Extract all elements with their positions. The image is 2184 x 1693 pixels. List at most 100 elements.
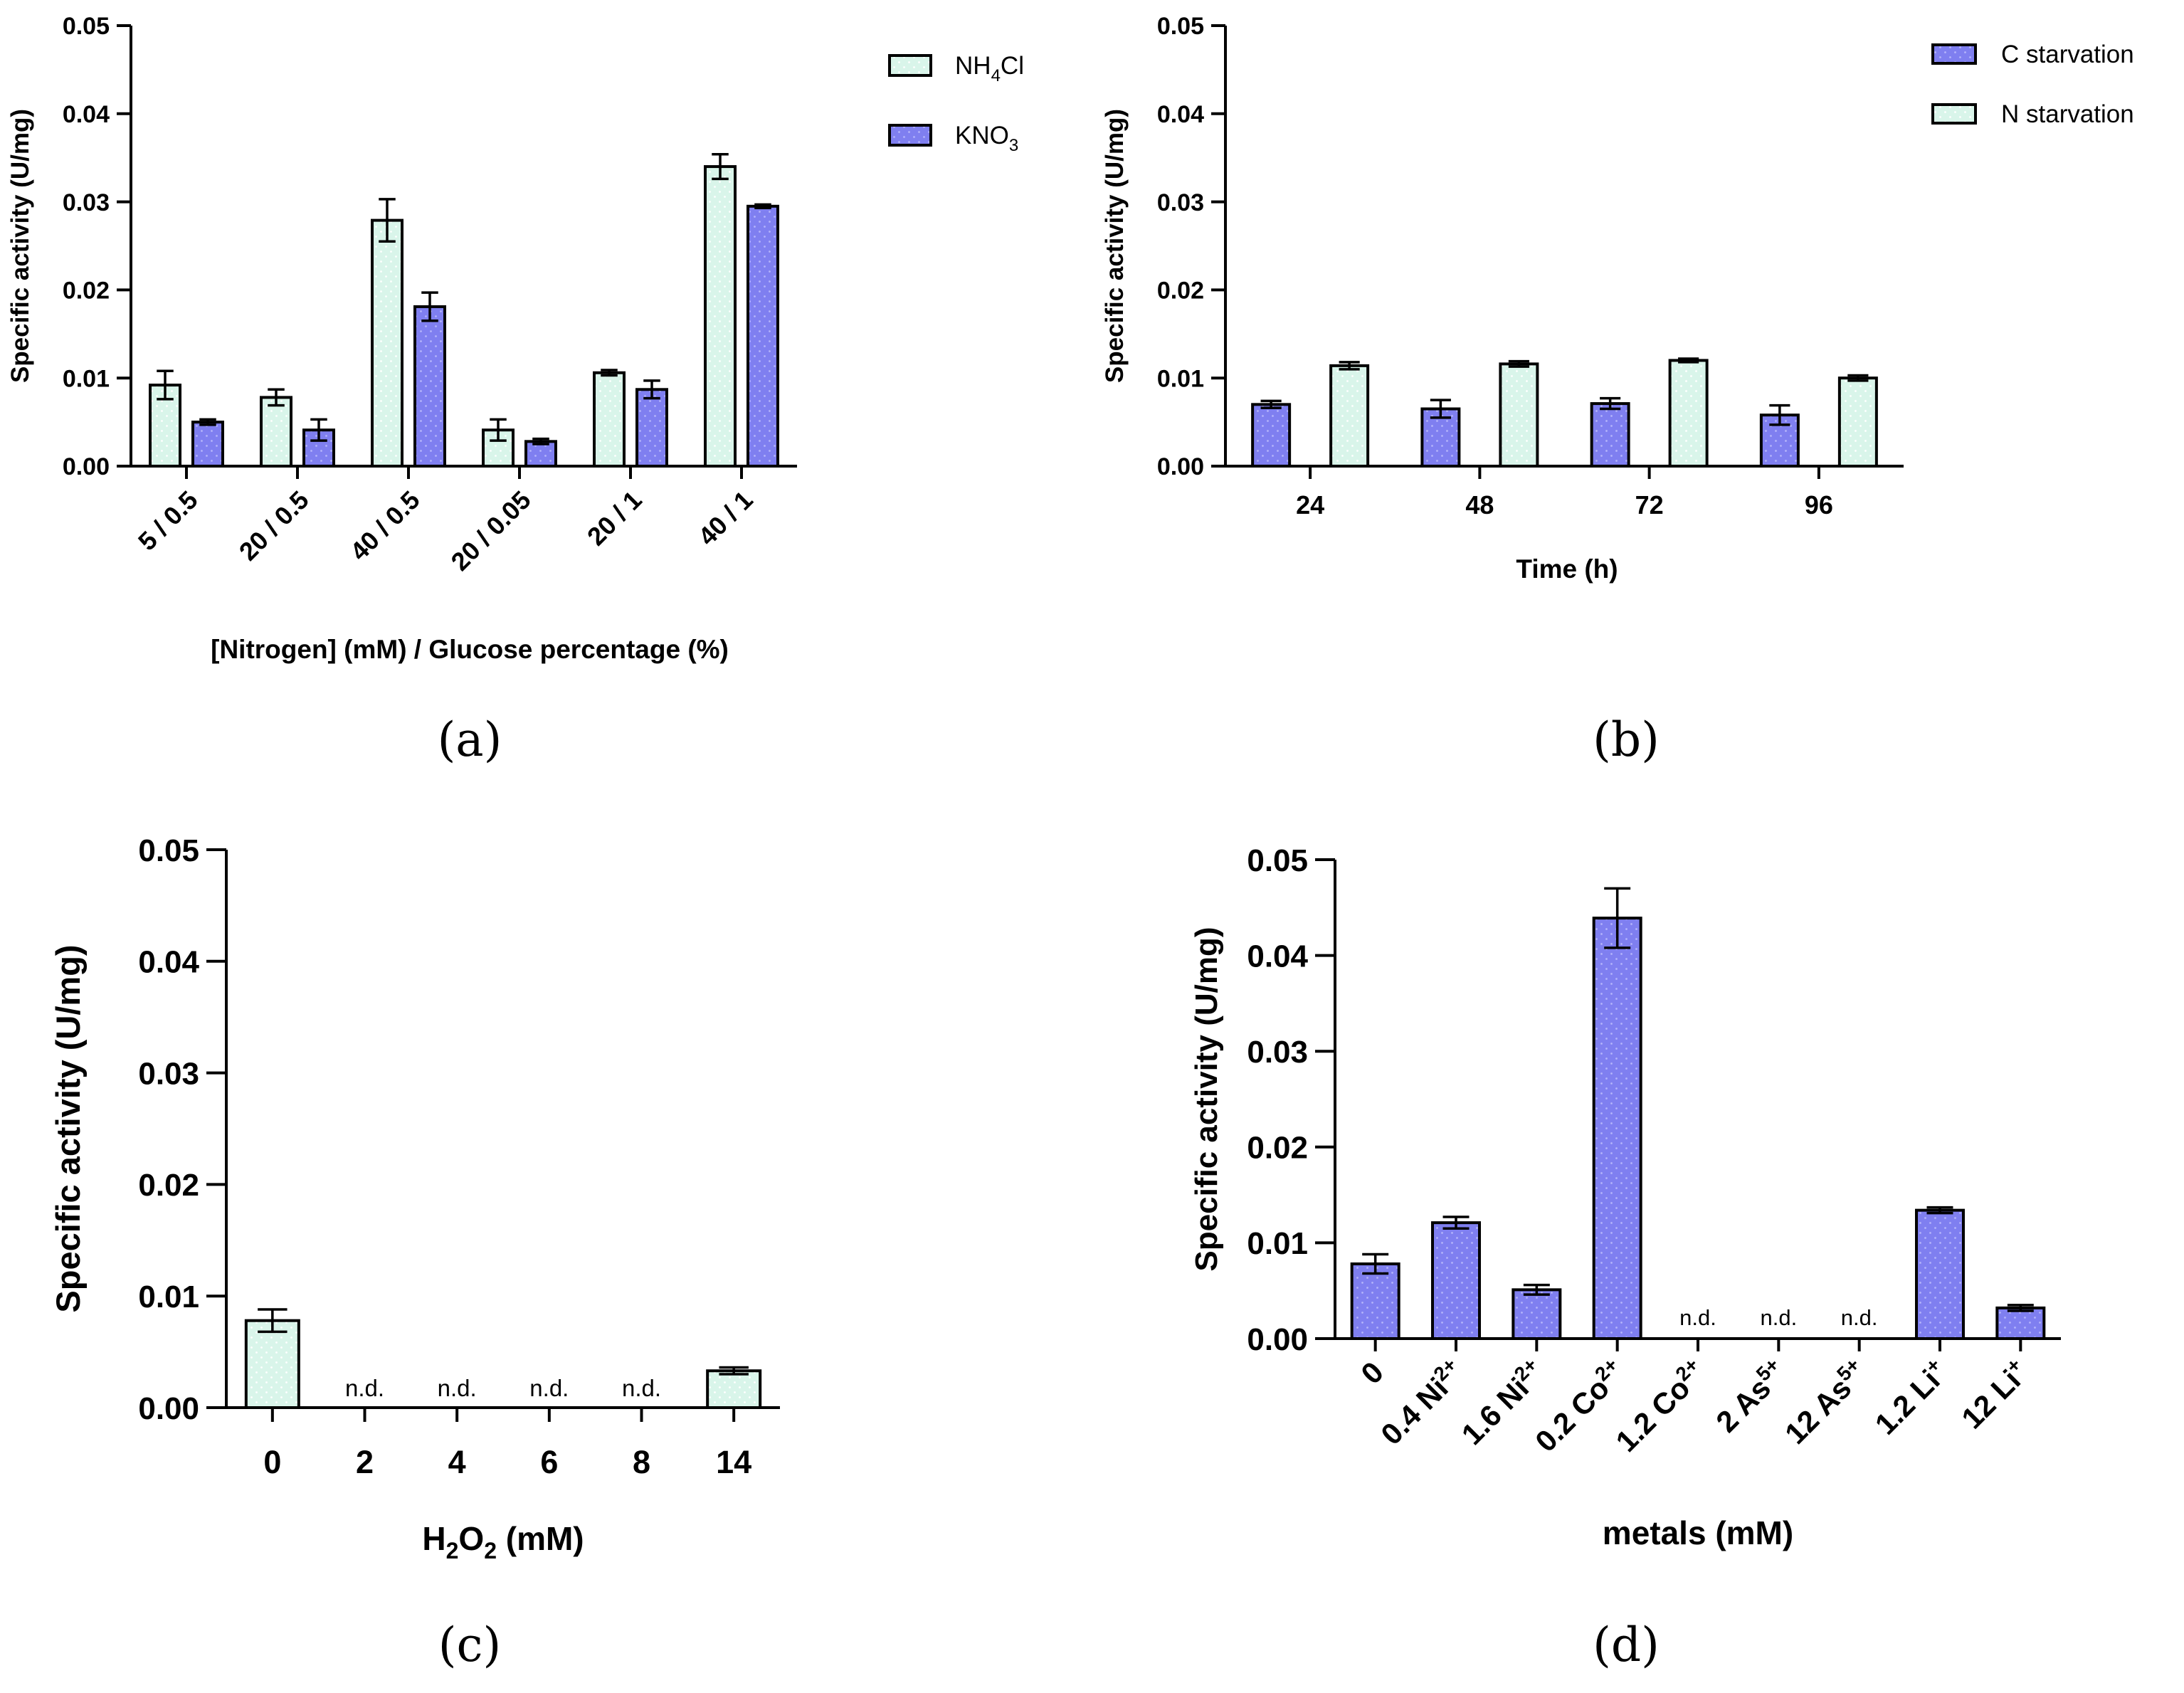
y-tick-label: 0.01 xyxy=(1157,365,1204,392)
bar xyxy=(1350,1262,1400,1340)
y-tick-label: 0.03 xyxy=(1247,1035,1308,1070)
bar xyxy=(704,165,737,468)
y-axis-title: Specific activity (U/mg) xyxy=(1189,927,1224,1271)
y-tick-label: 0.03 xyxy=(63,189,110,216)
x-tick-label: 12 As5+ xyxy=(1777,1354,1874,1450)
legend-label: NH4Cl xyxy=(955,52,1024,85)
y-tick-label: 0.04 xyxy=(138,945,199,980)
x-tick-label: 14 xyxy=(716,1444,751,1480)
x-tick-label: 0.2 Co2+ xyxy=(1527,1354,1632,1458)
bar xyxy=(191,421,224,468)
legend-text: NH xyxy=(955,52,991,80)
bar xyxy=(706,1369,762,1409)
y-tick-label: 0.04 xyxy=(1157,101,1204,128)
y-tick-label: 0.03 xyxy=(138,1056,199,1091)
x-tick-label: 40 / 1 xyxy=(692,485,759,552)
legend-label: N starvation xyxy=(2001,100,2134,128)
x-tick-label: 20 / 0.05 xyxy=(445,485,537,576)
y-tick-label: 0.00 xyxy=(1247,1322,1308,1357)
x-tick-label: 2 xyxy=(356,1444,374,1480)
x-tick-label: 48 xyxy=(1465,490,1494,519)
x-tick-label: 4 xyxy=(448,1444,466,1480)
x-tick-label: 72 xyxy=(1635,490,1664,519)
bar xyxy=(1499,362,1539,468)
y-tick-label: 0.03 xyxy=(1157,189,1204,216)
legend-text: Cl xyxy=(1001,52,1024,80)
x-tick-label: 1.2 Co2+ xyxy=(1608,1354,1712,1458)
legend-subscript: 4 xyxy=(991,66,1001,85)
x-tick-label: 0 xyxy=(263,1444,281,1480)
y-tick-label: 0.01 xyxy=(1247,1226,1308,1261)
bar xyxy=(747,204,779,468)
bar xyxy=(1590,402,1630,468)
x-tick-label: 6 xyxy=(540,1444,558,1480)
x-axis-title: Time (h) xyxy=(1516,554,1618,584)
y-tick-label: 0.05 xyxy=(63,13,110,40)
x-axis-title: [Nitrogen] (mM) / Glucose percentage (%) xyxy=(211,635,729,664)
legend-swatch xyxy=(1931,103,1977,125)
nd-label: n.d. xyxy=(345,1375,384,1401)
tick-text: 1.2 Co xyxy=(1609,1371,1696,1458)
y-tick-label: 0.02 xyxy=(1157,278,1204,305)
xlabel-subscript: 2 xyxy=(484,1538,497,1563)
y-axis-title: Specific activity (U/mg) xyxy=(49,944,87,1312)
nd-label: n.d. xyxy=(1679,1305,1716,1330)
nd-label: n.d. xyxy=(529,1375,569,1401)
xlabel-subscript: 2 xyxy=(446,1538,459,1563)
bar xyxy=(1251,403,1292,468)
bar xyxy=(635,388,668,468)
nd-label: n.d. xyxy=(622,1375,661,1401)
panel-b-chart: 0.00 0.01 0.02 0.03 0.04 0.05 Specific activit… xyxy=(1101,13,2134,767)
legend-subscript: 3 xyxy=(1009,136,1018,155)
y-tick-label: 0.00 xyxy=(1157,453,1204,480)
legend-swatch xyxy=(888,54,932,77)
panel-a-chart: 0.00 0.01 0.02 0.03 0.04 0.05 Specific activit… xyxy=(6,13,1024,767)
y-tick-label: 0.04 xyxy=(1247,939,1308,974)
bar xyxy=(371,218,403,468)
x-tick-label: 8 xyxy=(633,1444,650,1480)
y-tick-label: 0.02 xyxy=(1247,1131,1308,1166)
y-tick-label: 0.02 xyxy=(138,1168,199,1203)
y-tick-label: 0.02 xyxy=(63,278,110,305)
bar xyxy=(593,371,626,468)
bar xyxy=(413,305,446,468)
x-axis-title: metals (mM) xyxy=(1603,1514,1793,1551)
legend-label: C starvation xyxy=(2001,41,2134,68)
y-tick-label: 0.04 xyxy=(63,101,110,128)
xlabel-text: (mM) xyxy=(497,1520,584,1557)
nd-label: n.d. xyxy=(1760,1305,1797,1330)
bar xyxy=(1915,1208,1965,1340)
panel-c-chart: 0.00 0.01 0.02 0.03 0.04 0.05 Specific activit… xyxy=(49,833,780,1672)
x-tick-label: 20 / 1 xyxy=(581,485,648,552)
panel-label: (c) xyxy=(438,1618,501,1672)
y-axis-title: Specific activity (U/mg) xyxy=(6,109,34,383)
bar xyxy=(1837,376,1878,468)
bar xyxy=(1512,1288,1562,1340)
xlabel-text: O xyxy=(458,1520,484,1557)
bar xyxy=(1592,917,1642,1340)
bar xyxy=(1995,1306,2046,1340)
x-tick-label: 1.2 Li+ xyxy=(1867,1354,1955,1441)
x-tick-label: 24 xyxy=(1296,490,1324,519)
legend-swatch xyxy=(1931,43,1977,65)
legend-label: KNO3 xyxy=(955,122,1018,155)
bar xyxy=(1431,1221,1481,1341)
y-tick-label: 0.05 xyxy=(1247,843,1308,878)
tick-text: 0 xyxy=(1354,1355,1390,1391)
x-tick-label: 0 xyxy=(1354,1355,1390,1391)
x-tick-label: 5 / 0.5 xyxy=(132,485,204,557)
legend-swatch xyxy=(888,124,932,147)
panel-d-chart: 0.00 0.01 0.02 0.03 0.04 0.05 Specific activit… xyxy=(1189,843,2061,1672)
x-tick-label: 20 / 0.5 xyxy=(233,485,315,566)
bar xyxy=(1329,364,1370,468)
bar xyxy=(524,440,557,468)
x-tick-label: 96 xyxy=(1805,490,1833,519)
y-tick-label: 0.05 xyxy=(1157,13,1204,40)
x-tick-label: 12 Li+ xyxy=(1953,1354,2035,1435)
x-axis-title: H2O2 (mM) xyxy=(422,1520,584,1563)
y-tick-label: 0.00 xyxy=(138,1391,199,1426)
xlabel-text: H xyxy=(422,1520,445,1557)
x-tick-label: 40 / 0.5 xyxy=(344,485,426,566)
x-tick-label: 0.4 Ni2+ xyxy=(1373,1354,1470,1451)
